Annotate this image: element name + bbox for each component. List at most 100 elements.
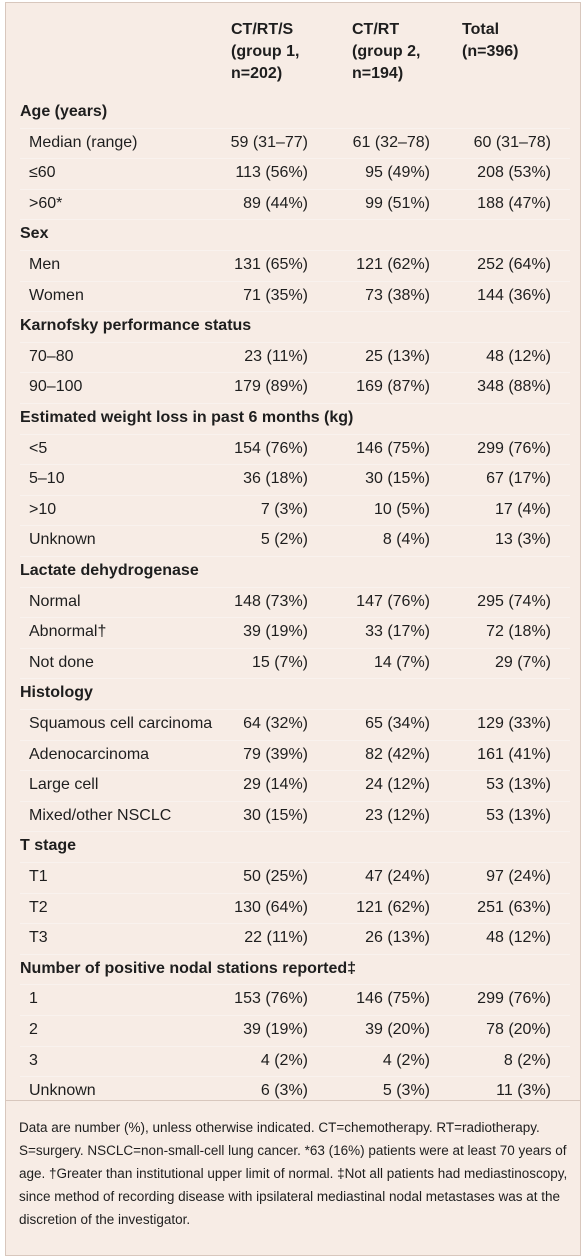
row-separator (20, 617, 570, 618)
row-label: Unknown (29, 531, 96, 548)
group-1-cell: 79 (39%) (243, 746, 308, 763)
table-row: Men 131 (65%) 121 (62%) 252 (64%) (6, 250, 580, 280)
total-cell: 252 (64%) (477, 256, 551, 273)
row-label: 1 (29, 990, 38, 1007)
group-2-cell: 146 (75%) (356, 440, 430, 457)
row-separator (20, 709, 570, 710)
table-row: Unknown 5 (2%) 8 (4%) 13 (3%) (6, 525, 580, 555)
section-header-row: Number of positive nodal stations report… (6, 954, 580, 984)
group-2-cell: 146 (75%) (356, 990, 430, 1007)
row-separator (20, 281, 570, 282)
total-cell: 67 (17%) (486, 470, 551, 487)
group-1-cell: 71 (35%) (243, 287, 308, 304)
total-cell: 13 (3%) (494, 531, 551, 548)
group-2-cell: 4 (2%) (382, 1052, 430, 1069)
table-row: Median (range) 59 (31–77) 61 (32–78) 60 (31… (6, 128, 580, 158)
total-cell: 78 (20%) (486, 1021, 551, 1038)
total-cell: 48 (12%) (486, 929, 551, 946)
row-separator (20, 250, 570, 251)
row-separator (20, 1076, 570, 1077)
total-cell: 53 (13%) (486, 807, 551, 824)
row-separator (20, 372, 570, 373)
group-1-cell: 153 (76%) (234, 990, 308, 1007)
row-label: Median (range) (29, 134, 138, 151)
table-row: Squamous cell carcinoma 64 (32%) 65 (34%) 1… (6, 709, 580, 739)
table-row: <5 154 (76%) 146 (75%) 299 (76%) (6, 434, 580, 464)
group-1-cell: 29 (14%) (243, 776, 308, 793)
group-2-cell: 82 (42%) (365, 746, 430, 763)
total-cell: 348 (88%) (477, 378, 551, 395)
group-2-cell: 24 (12%) (365, 776, 430, 793)
section-header-row: T stage (6, 831, 580, 861)
header-group-1: CT/RT/S (group 1, n=202) (231, 21, 300, 82)
row-label: Unknown (29, 1082, 96, 1099)
total-cell: 299 (76%) (477, 440, 551, 457)
row-label: Women (29, 287, 84, 304)
group-2-cell: 14 (7%) (373, 654, 430, 671)
footnote-divider (6, 1100, 580, 1101)
table-header: CT/RT/S (group 1, n=202) CT/RT (group 2,… (6, 3, 580, 97)
section-header-row: Karnofsky performance status (6, 311, 580, 341)
row-label: Large cell (29, 776, 99, 793)
table-row: 90–100 179 (89%) 169 (87%) 348 (88%) (6, 372, 580, 402)
header-total: Total (n=396) (462, 21, 519, 60)
group-1-cell: 131 (65%) (234, 256, 308, 273)
group-1-cell: 154 (76%) (234, 440, 308, 457)
group-2-cell: 30 (15%) (365, 470, 430, 487)
row-label: 70–80 (29, 348, 74, 365)
section-label: Histology (20, 684, 93, 701)
total-cell: 188 (47%) (477, 195, 551, 212)
row-separator (20, 311, 570, 312)
section-label: Number of positive nodal stations report… (20, 960, 357, 977)
table-row: 3 4 (2%) 4 (2%) 8 (2%) (6, 1046, 580, 1076)
total-cell: 144 (36%) (477, 287, 551, 304)
group-1-cell: 113 (56%) (235, 164, 308, 181)
total-cell: 295 (74%) (477, 593, 551, 610)
row-separator (20, 403, 570, 404)
row-label: 3 (29, 1052, 38, 1069)
row-separator (20, 801, 570, 802)
row-separator (20, 128, 570, 129)
group-1-cell: 50 (25%) (243, 868, 308, 885)
group-2-cell: 23 (12%) (365, 807, 430, 824)
row-separator (20, 342, 570, 343)
group-1-cell: 59 (31–77) (230, 134, 308, 151)
group-1-cell: 39 (19%) (243, 1021, 308, 1038)
group-1-cell: 179 (89%) (234, 378, 308, 395)
total-cell: 72 (18%) (486, 623, 551, 640)
group-2-cell: 147 (76%) (356, 593, 430, 610)
section-header-row: Histology (6, 678, 580, 708)
table-row: Women 71 (35%) 73 (38%) 144 (36%) (6, 281, 580, 311)
table-row: T1 50 (25%) 47 (24%) 97 (24%) (6, 862, 580, 892)
total-cell: 53 (13%) (486, 776, 551, 793)
group-1-cell: 7 (3%) (260, 501, 308, 518)
row-label: >10 (29, 501, 57, 518)
section-label: Sex (20, 225, 49, 242)
table-footnote: Data are number (%), unless otherwise in… (19, 1120, 568, 1227)
row-label: >60* (29, 195, 63, 212)
row-separator (20, 984, 570, 985)
table-row: >60* 89 (44%) 99 (51%) 188 (47%) (6, 189, 580, 219)
table-row: T2 130 (64%) 121 (62%) 251 (63%) (6, 893, 580, 923)
row-label: <5 (29, 440, 48, 457)
section-label: Estimated weight loss in past 6 months (… (20, 409, 354, 426)
group-1-cell: 39 (19%) (243, 623, 308, 640)
total-cell: 29 (7%) (494, 654, 551, 671)
row-separator (20, 831, 570, 832)
section-header-row: Age (years) (6, 97, 580, 127)
group-1-cell: 36 (18%) (243, 470, 308, 487)
table-row: Not done 15 (7%) 14 (7%) 29 (7%) (6, 648, 580, 678)
table-row: Large cell 29 (14%) 24 (12%) 53 (13%) (6, 770, 580, 800)
section-header-row: Sex (6, 219, 580, 249)
row-label: 2 (29, 1021, 38, 1038)
row-separator (20, 678, 570, 679)
section-label: Karnofsky performance status (20, 317, 252, 334)
total-cell: 48 (12%) (486, 348, 551, 365)
table-row: Adenocarcinoma 79 (39%) 82 (42%) 161 (41%) (6, 740, 580, 770)
group-2-cell: 47 (24%) (365, 868, 430, 885)
row-separator (20, 740, 570, 741)
row-label: Normal (29, 593, 81, 610)
row-label: Abnormal† (29, 623, 107, 640)
group-1-cell: 130 (64%) (234, 899, 308, 916)
row-separator (20, 893, 570, 894)
